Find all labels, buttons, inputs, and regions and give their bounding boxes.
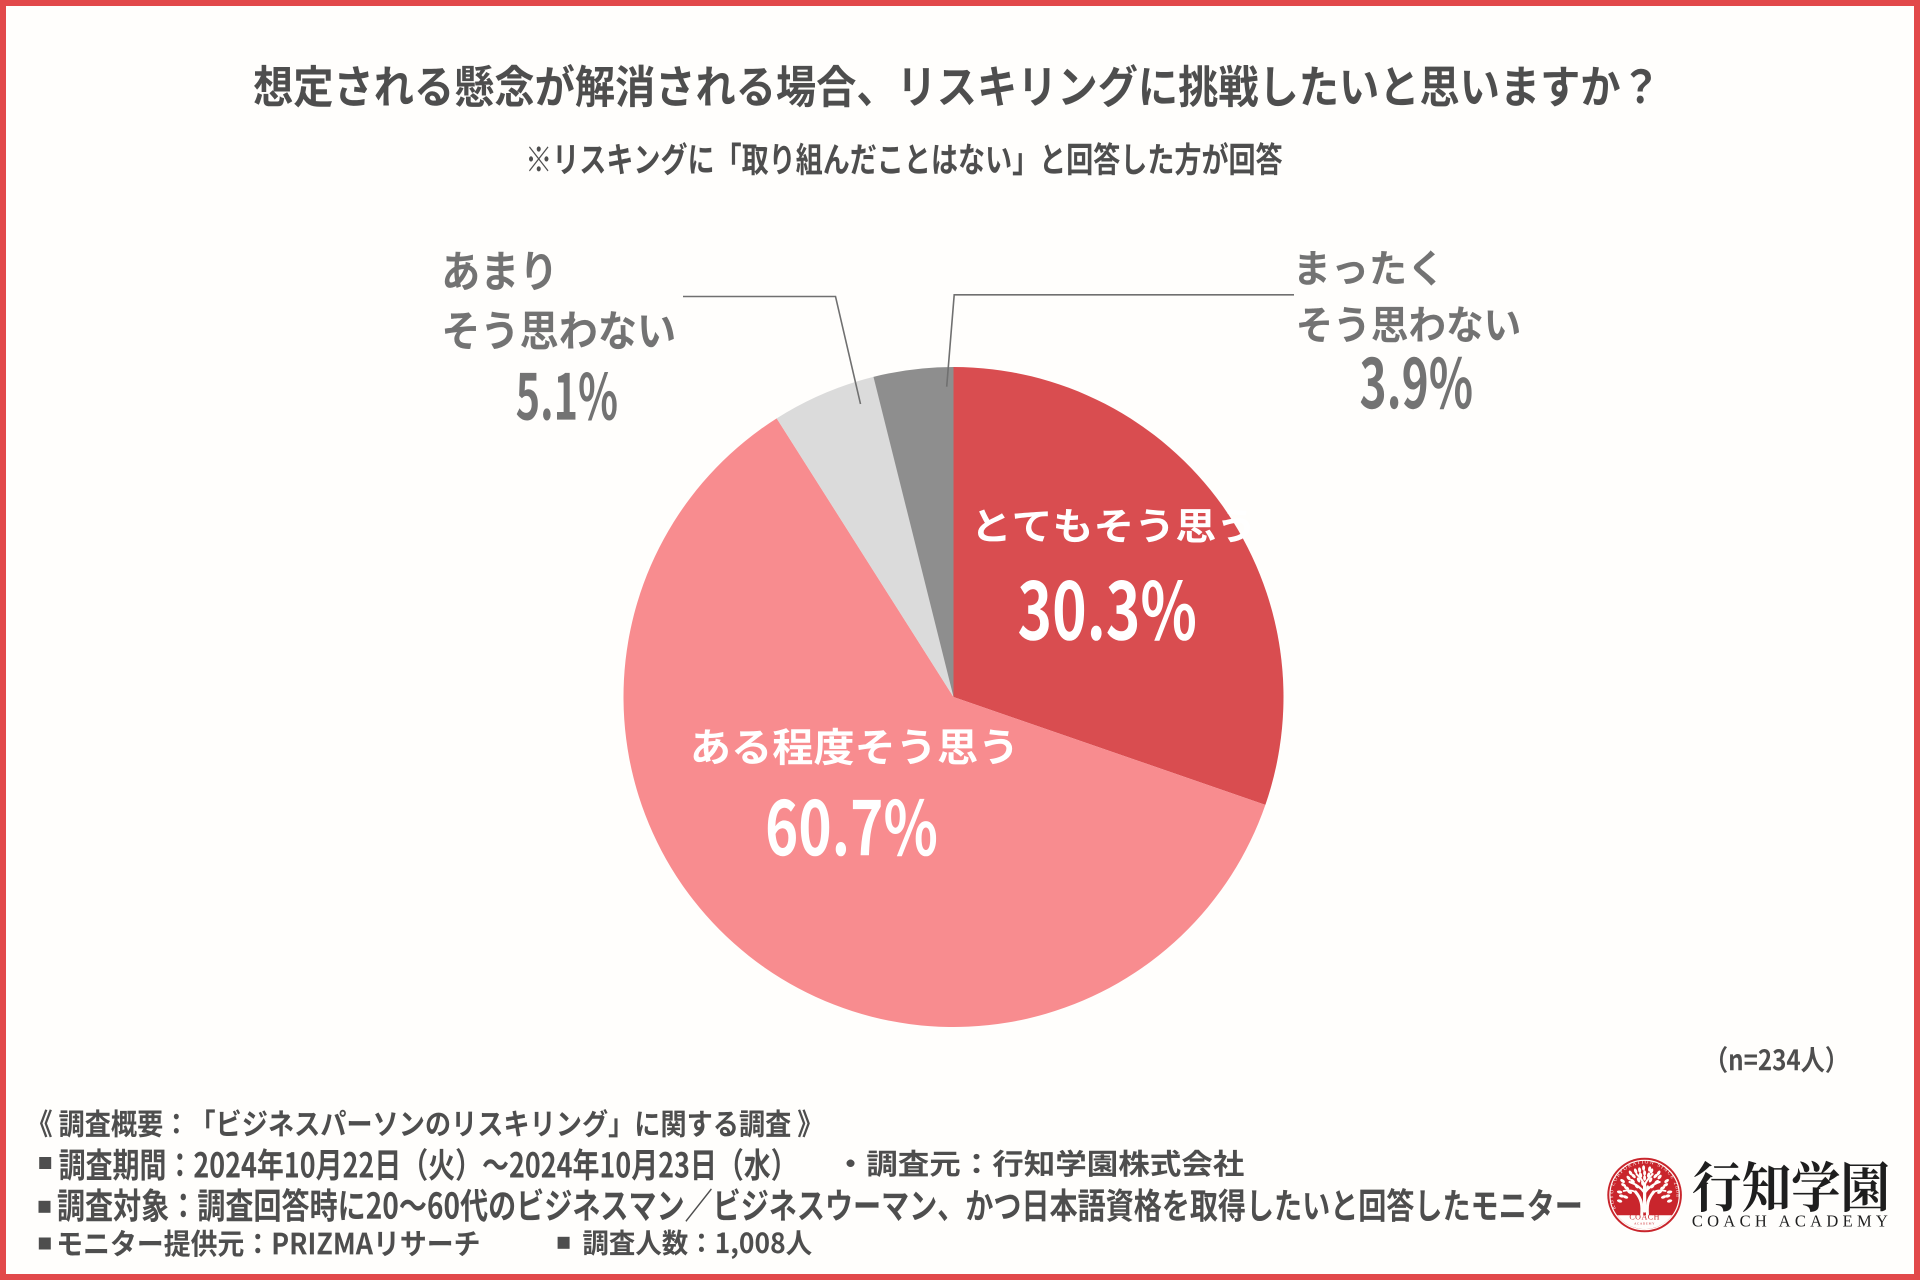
svg-text:COACH ACADEMY: COACH ACADEMY: [1692, 1212, 1892, 1231]
svg-text:COACH: COACH: [1629, 1212, 1660, 1221]
svg-text:ACADEMY: ACADEMY: [1634, 1222, 1655, 1226]
